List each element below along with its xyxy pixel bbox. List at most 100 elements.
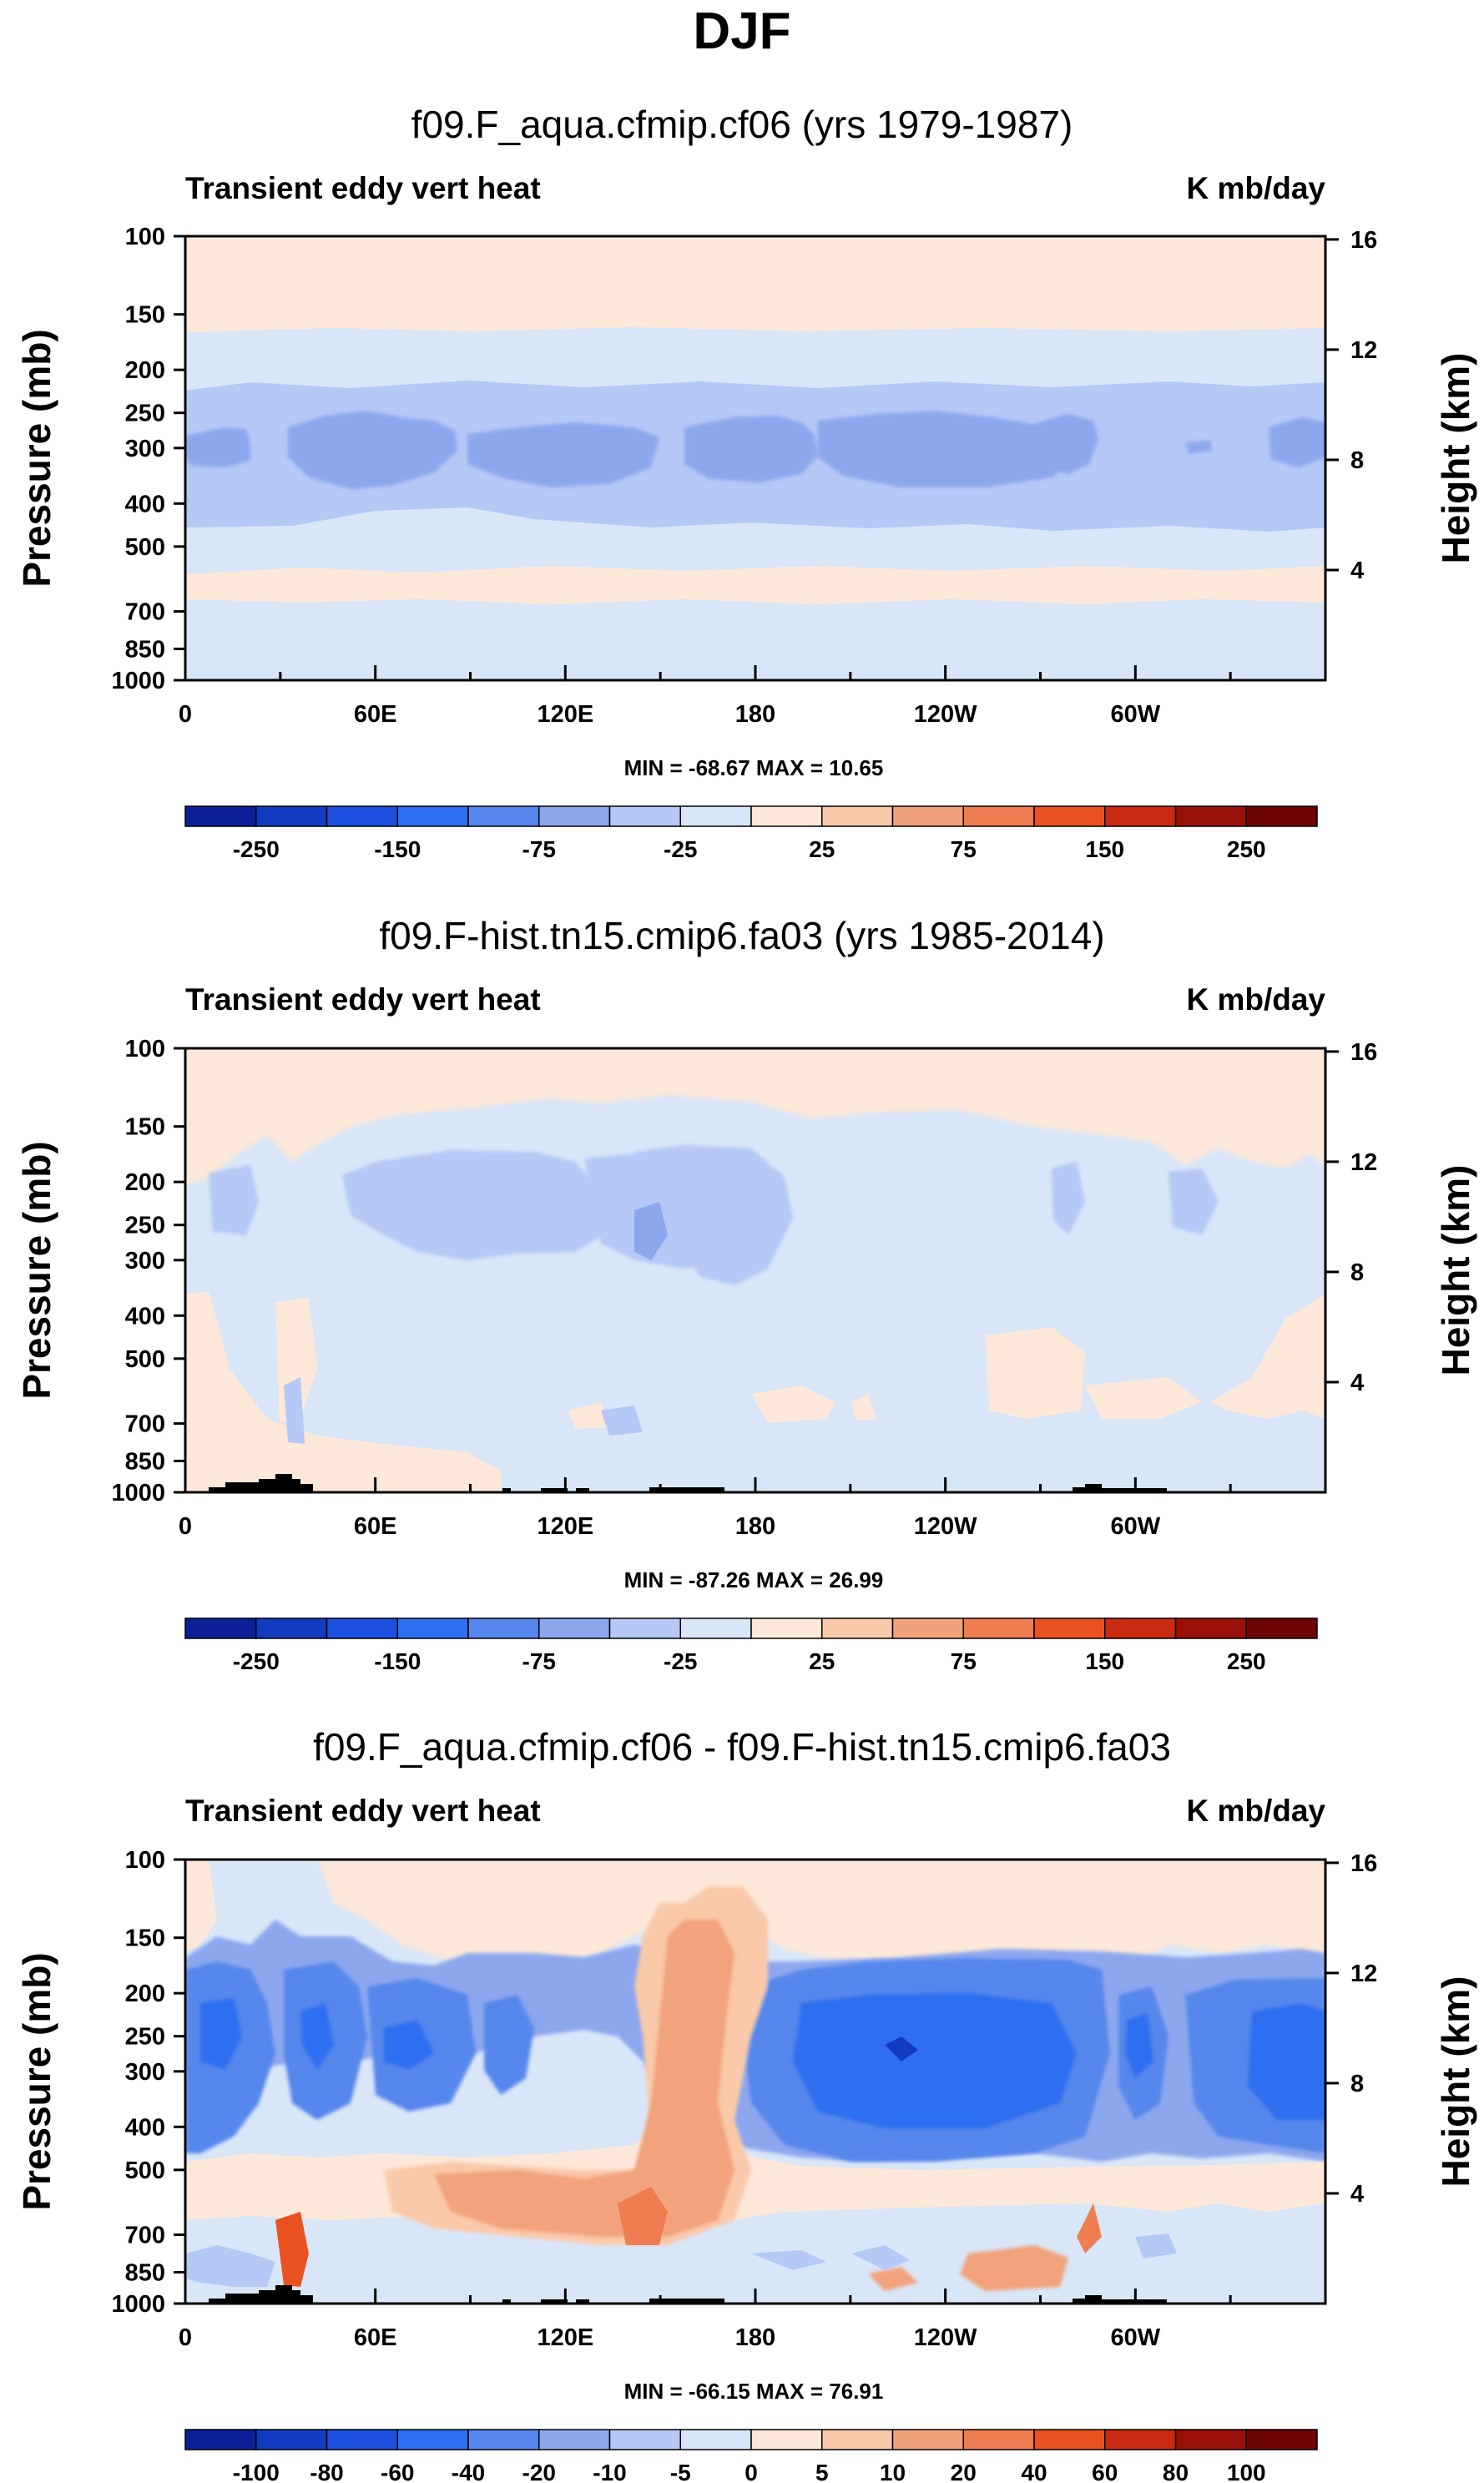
- panel-3-units: K mb/day: [1186, 1794, 1325, 1828]
- colorbar-label: -150: [374, 1648, 421, 1674]
- colorbar-swatch: [608, 1617, 681, 1639]
- negative-peak: [885, 2036, 918, 2062]
- panel-2-variable: Transient eddy vert heat: [185, 982, 541, 1017]
- colorbar-label: -250: [233, 1648, 280, 1674]
- colorbar-label: 250: [1227, 1648, 1266, 1674]
- lon-tick-label: 120W: [914, 701, 977, 728]
- colorbar-swatch: [396, 1617, 469, 1639]
- lon-tick-label: 180: [735, 1513, 775, 1540]
- panel-3-ylabel-right: Height (km): [1434, 1976, 1477, 2188]
- colorbar-label: 20: [951, 2460, 977, 2483]
- panel-3: f09.F_aqua.cfmip.cf06 - f09.F-hist.tn15.…: [15, 1725, 1477, 2483]
- panel-2: f09.F-hist.tn15.cmip6.fa03 (yrs 1985-201…: [15, 914, 1477, 1674]
- colorbar-label: 75: [951, 836, 977, 862]
- colorbar-label: 150: [1085, 836, 1124, 862]
- colorbar-label: -100: [233, 2460, 280, 2483]
- lon-tick-label: 60E: [354, 2324, 397, 2351]
- pressure-tick-label: 500: [125, 2157, 165, 2184]
- height-tick-label: 4: [1350, 2181, 1364, 2208]
- lon-tick-label: 180: [735, 701, 775, 728]
- upper-left-positive: [185, 1860, 217, 1953]
- colorbar-swatch: [1245, 1617, 1318, 1639]
- lower-left-positive: [185, 1292, 501, 1492]
- pressure-tick-label: 150: [125, 1114, 165, 1141]
- colorbar-label: 150: [1085, 1648, 1124, 1674]
- pressure-tick-label: 500: [125, 1346, 165, 1373]
- colorbar-label: -150: [374, 836, 421, 862]
- pressure-tick-label: 400: [125, 491, 165, 517]
- colorbar-label: 25: [809, 836, 835, 862]
- colorbar-label: 0: [745, 2460, 758, 2483]
- panel-1-pressure-axis: 100 150 200 250 300 400 500 700 850 1000: [111, 224, 185, 694]
- pressure-tick-label: 100: [125, 1036, 165, 1062]
- colorbar-swatch: [326, 1617, 398, 1639]
- colorbar-swatch: [396, 805, 469, 827]
- height-tick-label: 12: [1350, 337, 1377, 364]
- lon-tick-label: 60W: [1111, 2324, 1161, 2351]
- pressure-tick-label: 700: [125, 2223, 165, 2249]
- lon-tick-label: 120E: [537, 701, 593, 728]
- colorbar-swatch: [326, 2429, 398, 2450]
- colorbar-swatch: [1104, 2429, 1177, 2450]
- panel-3-pressure-axis: 100 150 200 250 300 400 500 700 850 1000: [111, 1847, 185, 2318]
- colorbar-swatch: [1245, 2429, 1318, 2450]
- scattered-positive: [568, 1377, 1202, 1429]
- panel-3-height-axis: 4 8 12 16: [1325, 1850, 1377, 2208]
- lon-tick-label: 0: [179, 1513, 192, 1540]
- height-tick-label: 4: [1350, 558, 1364, 584]
- colorbar-swatch: [679, 1617, 752, 1639]
- panel-3-field: [185, 1860, 1325, 2304]
- colorbar-swatch: [184, 1617, 257, 1639]
- pressure-tick-label: 850: [125, 2259, 165, 2286]
- pressure-tick-label: 850: [125, 1448, 165, 1475]
- colorbar-swatch: [962, 805, 1035, 827]
- panel-2-field: [185, 1048, 1325, 1492]
- colorbar-swatch: [608, 2429, 681, 2450]
- band-upper-positive: [185, 236, 1325, 332]
- pressure-tick-label: 200: [125, 357, 165, 384]
- panel-3-stats: MIN = -66.15 MAX = 76.91: [624, 2379, 884, 2404]
- pressure-tick-label: 250: [125, 1213, 165, 1239]
- colorbar-swatch: [750, 805, 823, 827]
- height-tick-label: 8: [1350, 2071, 1364, 2097]
- panel-2-ylabel: Pressure (mb): [15, 1141, 58, 1399]
- lon-tick-label: 120E: [537, 2324, 593, 2351]
- panel-1-stats: MIN = -68.67 MAX = 10.65: [624, 755, 884, 780]
- colorbar-swatch: [1245, 805, 1318, 827]
- colorbar-label: -250: [233, 836, 280, 862]
- panel-1-height-axis: 4 8 12 16: [1325, 227, 1377, 584]
- pressure-tick-label: 100: [125, 224, 165, 250]
- mid-right-positive: [985, 1327, 1085, 1419]
- peak-positive-left: [275, 2212, 309, 2287]
- colorbar-label: -40: [452, 2460, 485, 2483]
- height-tick-label: 16: [1350, 1850, 1377, 1877]
- height-tick-label: 16: [1350, 1039, 1377, 1066]
- colorbar-label: -25: [664, 1648, 697, 1674]
- panel-2-lon-axis: 0 60E 120E 180 120W 60W: [179, 1477, 1327, 1540]
- lon-tick-label: 60W: [1111, 701, 1161, 728]
- panel-3-title: f09.F_aqua.cfmip.cf06 - f09.F-hist.tn15.…: [313, 1725, 1171, 1769]
- panel-1-colorbar: -250 -150 -75 -25 25 75 150 250: [184, 805, 1318, 862]
- pressure-tick-label: 200: [125, 1169, 165, 1196]
- lon-tick-label: 0: [179, 701, 192, 728]
- lon-tick-label: 60W: [1111, 1513, 1161, 1540]
- lon-tick-label: 60E: [354, 1513, 397, 1540]
- colorbar-label: 60: [1092, 2460, 1118, 2483]
- colorbar-swatch: [821, 1617, 894, 1639]
- colorbar-swatch: [679, 805, 752, 827]
- upper-positive: [185, 1048, 1325, 1185]
- colorbar-swatch: [891, 1617, 964, 1639]
- panel-1: f09.F_aqua.cfmip.cf06 (yrs 1979-1987) Tr…: [15, 103, 1477, 862]
- colorbar-swatch: [184, 805, 257, 827]
- colorbar-swatch: [184, 2429, 257, 2450]
- colorbar-swatch: [821, 2429, 894, 2450]
- lon-tick-label: 0: [179, 2324, 192, 2351]
- colorbar-swatch: [538, 805, 611, 827]
- height-tick-label: 8: [1350, 1259, 1364, 1286]
- mid-negative: [209, 1145, 1219, 1285]
- pressure-tick-label: 300: [125, 2059, 165, 2086]
- colorbar-label: 10: [880, 2460, 906, 2483]
- panel-2-title: f09.F-hist.tn15.cmip6.fa03 (yrs 1985-201…: [379, 914, 1104, 957]
- colorbar-swatch: [962, 1617, 1035, 1639]
